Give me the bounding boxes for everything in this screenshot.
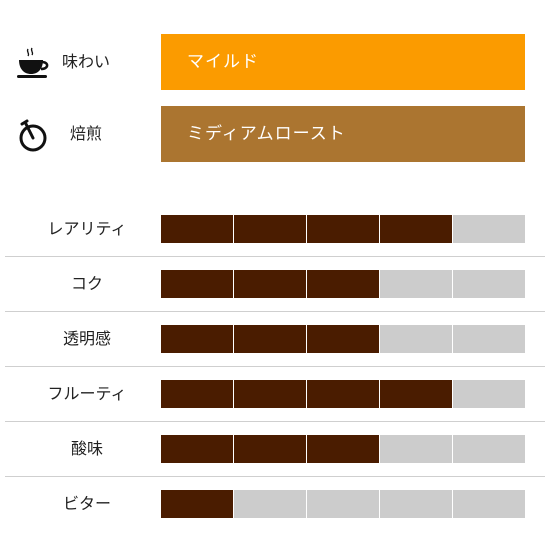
rating-segment	[380, 380, 452, 408]
coffee-cup-icon	[16, 46, 52, 82]
rating-label: レアリティ	[47, 219, 127, 238]
rating-bar	[161, 380, 525, 408]
rating-segment	[307, 325, 379, 353]
rating-segment	[307, 215, 379, 243]
rating-label: フルーティ	[47, 384, 127, 403]
rating-bar	[161, 435, 525, 463]
rating-segment	[380, 435, 452, 463]
rating-label: ビター	[62, 494, 111, 513]
rating-segment	[307, 270, 379, 298]
taste-value: マイルド	[161, 34, 525, 90]
roast-row: 焙煎 ミディアムロースト	[0, 106, 550, 162]
rating-segment	[453, 380, 525, 408]
rating-segment	[234, 325, 306, 353]
rating-bar	[161, 490, 525, 518]
rating-segment	[234, 380, 306, 408]
rating-segment	[234, 270, 306, 298]
timer-icon	[16, 118, 52, 154]
rating-segment	[380, 490, 452, 518]
rating-segment	[307, 380, 379, 408]
rating-row-fruity: フルーティ	[5, 366, 545, 422]
rating-row-bitter: ビター	[5, 476, 545, 531]
rating-bar	[161, 325, 525, 353]
taste-row: 味わい マイルド	[0, 34, 550, 90]
roast-value: ミディアムロースト	[161, 106, 525, 162]
rating-segment	[161, 380, 233, 408]
rating-segment	[161, 215, 233, 243]
rating-segment	[453, 490, 525, 518]
rating-segment	[453, 270, 525, 298]
rating-segment	[380, 270, 452, 298]
rating-segment	[453, 215, 525, 243]
rating-segment	[161, 270, 233, 298]
rating-bar	[161, 215, 525, 243]
rating-row-rarity: レアリティ	[5, 201, 545, 257]
rating-segment	[453, 435, 525, 463]
rating-segment	[380, 215, 452, 243]
rating-segment	[161, 490, 233, 518]
rating-label: 透明感	[62, 329, 111, 348]
rating-label: 酸味	[70, 439, 103, 458]
rating-segment	[234, 435, 306, 463]
rating-segment	[307, 435, 379, 463]
rating-label: コク	[70, 274, 103, 293]
rating-row-body: コク	[5, 256, 545, 312]
taste-label: 味わい	[62, 52, 111, 71]
rating-bar	[161, 270, 525, 298]
roast-label: 焙煎	[70, 124, 103, 143]
rating-segment	[161, 325, 233, 353]
rating-segment	[234, 215, 306, 243]
rating-segment	[161, 435, 233, 463]
rating-row-acidity: 酸味	[5, 421, 545, 477]
rating-segment	[380, 325, 452, 353]
rating-segment	[453, 325, 525, 353]
rating-segment	[234, 490, 306, 518]
rating-row-clarity: 透明感	[5, 311, 545, 367]
rating-segment	[307, 490, 379, 518]
